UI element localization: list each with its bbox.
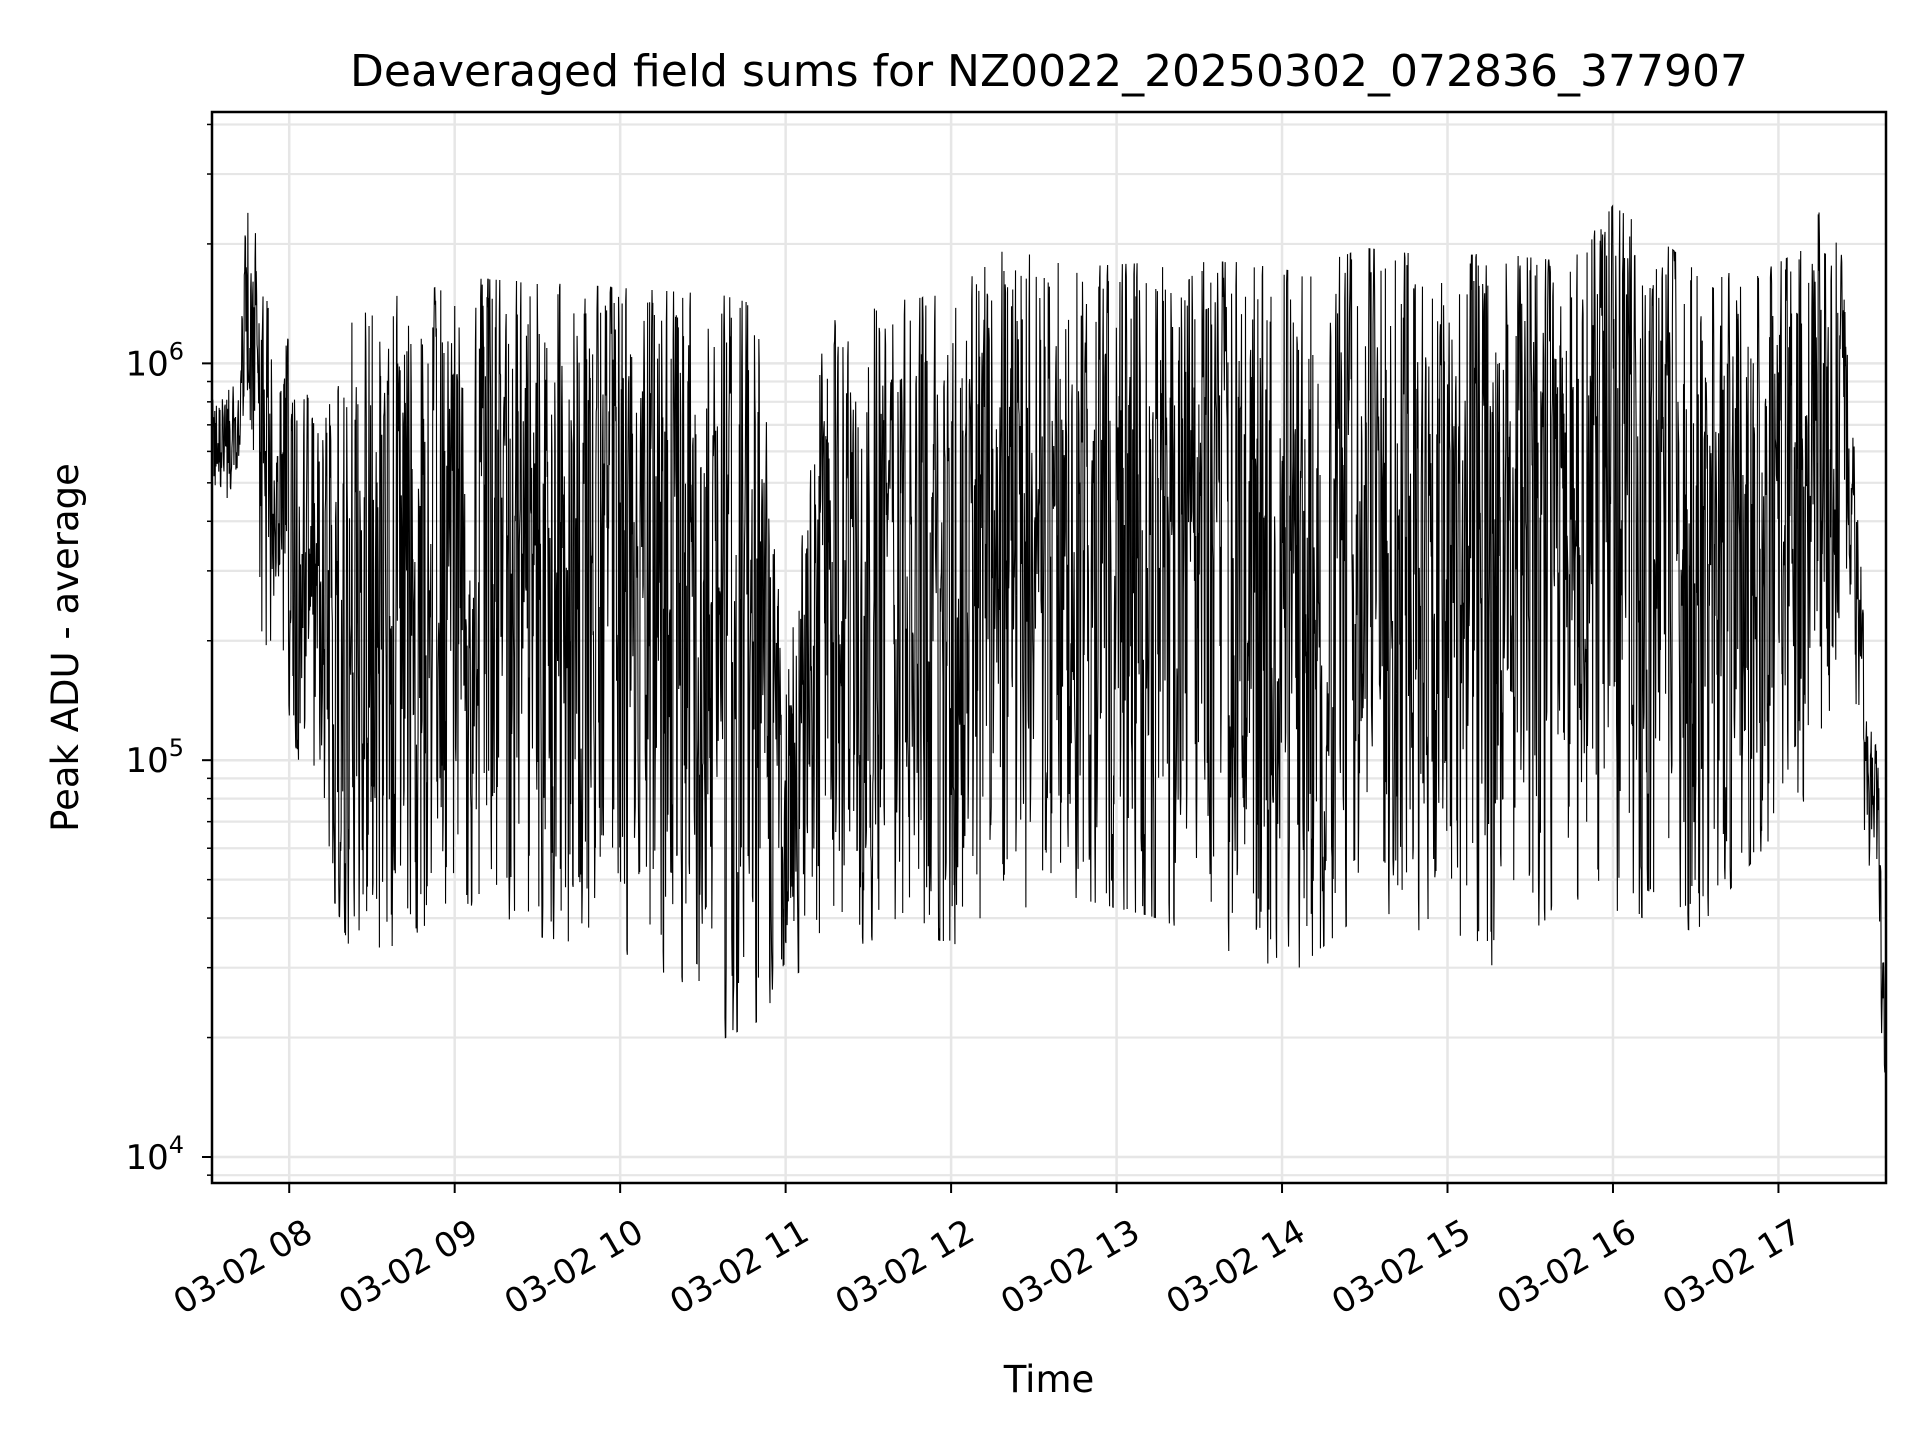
x-tick-label: 03-02 09 — [332, 1212, 484, 1323]
x-tick-label: 03-02 11 — [663, 1212, 815, 1323]
x-tick-label: 03-02 17 — [1656, 1212, 1808, 1323]
chart-title: Deaveraged field sums for NZ0022_2025030… — [350, 46, 1748, 97]
series-line-layer — [211, 204, 1887, 1073]
tick-marks — [202, 123, 1780, 1193]
x-tick-label: 03-02 08 — [167, 1212, 319, 1323]
y-axis-label: Peak ADU - average — [44, 463, 87, 832]
plot-frame — [210, 110, 1888, 1185]
x-tick-label: 03-02 12 — [829, 1212, 981, 1323]
y-tick-label: 105 — [125, 734, 184, 781]
series-line — [211, 204, 1887, 1073]
x-tick-label: 03-02 10 — [498, 1212, 650, 1323]
y-tick-label: 106 — [125, 337, 184, 384]
y-tick-label: 104 — [125, 1131, 184, 1178]
x-tick-labels: 03-02 08 03-02 09 03-02 10 03-02 11 03-02 12… — [167, 1212, 1809, 1323]
x-tick-label: 03-02 16 — [1491, 1212, 1643, 1323]
y-tick-labels: 104 105 106 — [125, 337, 184, 1178]
x-axis-label: Time — [1003, 1358, 1095, 1401]
x-tick-label: 03-02 14 — [1160, 1212, 1312, 1323]
x-tick-label: 03-02 13 — [994, 1212, 1146, 1323]
x-tick-label: 03-02 15 — [1325, 1212, 1477, 1323]
